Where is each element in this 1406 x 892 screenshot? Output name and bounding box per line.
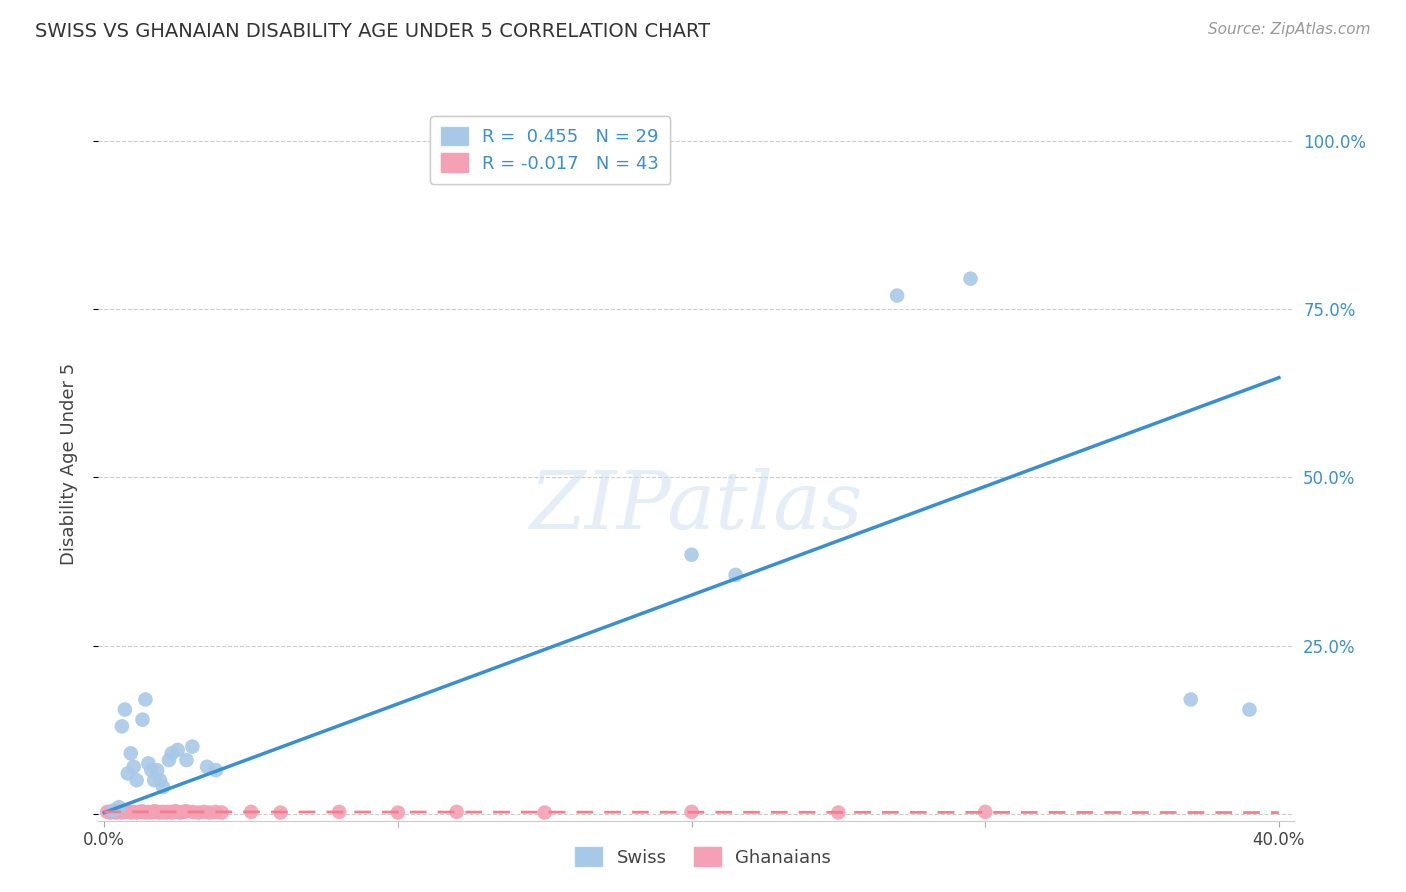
Point [1239,702,1261,716]
Point [1180,692,1202,706]
Point [152,780,174,794]
Point [120,747,142,761]
Point [387,805,409,820]
Point [328,805,350,819]
Point [105,805,128,820]
Point [149,773,172,788]
Point [101,805,124,819]
Point [108,804,131,818]
Text: SWISS VS GHANAIAN DISABILITY AGE UNDER 5 CORRELATION CHART: SWISS VS GHANAIAN DISABILITY AGE UNDER 5… [35,22,710,41]
Point [446,805,468,819]
Point [125,805,148,820]
Point [724,568,747,582]
Point [240,805,263,819]
Point [108,800,131,814]
Point [166,743,188,757]
Point [122,760,145,774]
Legend: R =  0.455   N = 29, R = -0.017   N = 43: R = 0.455 N = 29, R = -0.017 N = 43 [430,116,671,184]
Point [205,763,228,777]
Point [111,719,134,733]
Point [211,805,233,820]
Point [198,805,221,820]
Point [149,805,172,820]
Text: Source: ZipAtlas.com: Source: ZipAtlas.com [1208,22,1371,37]
Point [98,805,121,820]
Point [141,763,163,777]
Point [114,702,136,716]
Point [155,805,177,820]
Point [681,548,703,562]
Text: ZIPatlas: ZIPatlas [529,468,863,545]
Point [134,692,156,706]
Point [138,756,160,771]
Point [176,804,198,818]
Point [117,804,139,818]
Y-axis label: Disability Age Under 5: Disability Age Under 5 [59,363,77,565]
Legend: Swiss, Ghanaians: Swiss, Ghanaians [568,840,838,874]
Point [157,753,180,767]
Point [131,713,153,727]
Point [195,760,218,774]
Point [101,804,124,818]
Point [117,766,139,780]
Point [114,805,136,819]
Point [146,763,169,777]
Point [169,805,191,820]
Point [152,805,174,819]
Point [533,805,555,820]
Point [143,773,166,788]
Point [205,805,228,819]
Point [959,271,981,285]
Point [134,805,156,820]
Point [181,805,204,819]
Point [146,805,169,819]
Point [827,805,849,820]
Point [163,804,186,818]
Point [166,805,188,819]
Point [138,805,160,819]
Point [160,747,183,761]
Point [187,805,209,820]
Point [181,739,204,754]
Point [193,805,215,819]
Point [886,288,908,302]
Point [96,805,118,819]
Point [141,805,163,820]
Point [122,805,145,819]
Point [143,804,166,818]
Point [269,805,291,820]
Point [160,805,183,820]
Point [128,805,150,819]
Point [173,805,195,819]
Point [131,804,153,818]
Point [157,805,180,819]
Point [111,805,134,820]
Point [176,753,198,767]
Point [974,805,997,819]
Point [681,805,703,819]
Point [120,805,142,820]
Point [125,773,148,788]
